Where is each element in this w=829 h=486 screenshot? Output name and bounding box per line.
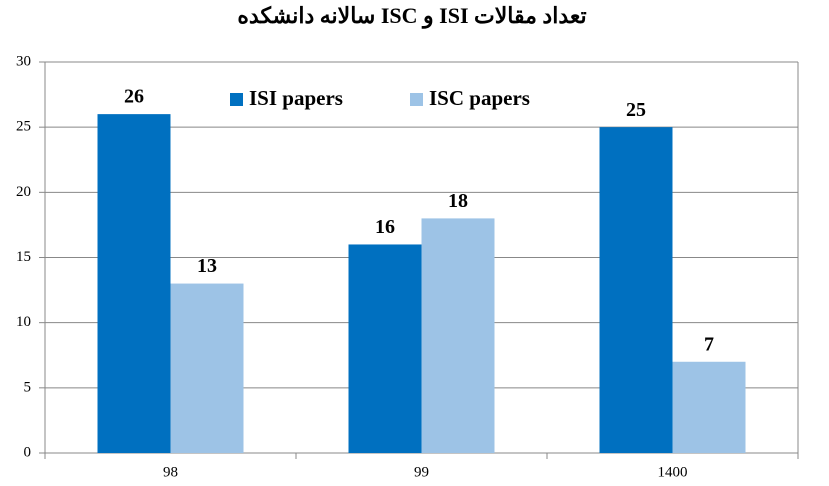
bar	[170, 283, 244, 453]
value-label: 25	[626, 99, 646, 121]
bar	[599, 127, 673, 454]
bar	[421, 218, 495, 453]
y-tick-label: 0	[24, 444, 32, 460]
value-label: 18	[448, 190, 468, 212]
x-tick-label: 98	[163, 464, 178, 480]
y-tick-label: 30	[16, 53, 31, 69]
bar	[672, 361, 746, 453]
y-tick-label: 20	[16, 184, 31, 200]
value-label: 13	[197, 255, 217, 277]
y-tick-label: 25	[16, 119, 31, 135]
legend-label: ISC papers	[429, 86, 530, 110]
legend-label: ISI papers	[249, 86, 343, 110]
x-tick-label: 99	[414, 464, 429, 480]
chart-title: تعداد مقالات ISI و ISC سالانه دانشکده	[237, 3, 586, 29]
value-label: 7	[704, 333, 714, 355]
y-tick-label: 5	[24, 379, 32, 395]
y-tick-label: 10	[16, 314, 31, 330]
bar	[348, 244, 422, 453]
legend-swatch	[230, 93, 243, 106]
value-label: 16	[375, 216, 395, 238]
legend-swatch	[410, 93, 423, 106]
y-tick-label: 15	[16, 249, 31, 265]
value-label: 26	[124, 86, 144, 108]
x-tick-label: 1400	[658, 464, 688, 480]
bar	[97, 114, 171, 453]
